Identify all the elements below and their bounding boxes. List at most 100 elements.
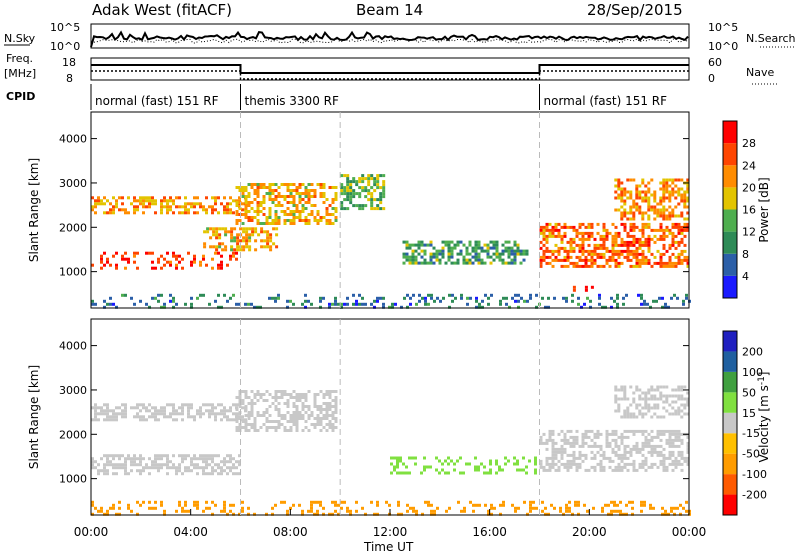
data-cell [662, 462, 666, 466]
data-cell [193, 254, 196, 258]
data-cell [575, 465, 579, 469]
data-cell [685, 500, 688, 504]
data-cell [423, 249, 427, 253]
data-cell [572, 249, 576, 253]
data-cell [346, 183, 350, 187]
data-cell [614, 234, 618, 238]
data-cell [551, 264, 555, 268]
data-cell [187, 403, 190, 407]
data-cell [181, 406, 184, 410]
data-cell [203, 242, 207, 246]
data-cell [253, 402, 257, 405]
data-cell [265, 426, 269, 429]
data-cell [529, 506, 532, 510]
data-cell [578, 258, 582, 262]
data-cell [274, 183, 278, 186]
data-cell [635, 202, 639, 206]
data-cell [196, 211, 199, 215]
data-cell [617, 462, 621, 466]
data-cell [256, 201, 260, 204]
data-cell [211, 457, 214, 461]
data-cell [166, 403, 169, 407]
data-cell [298, 417, 302, 420]
data-cell [106, 509, 109, 513]
beam-title: Beam 14 [356, 1, 423, 19]
data-cell [626, 406, 630, 410]
data-cell [100, 199, 103, 203]
data-cell [647, 438, 651, 442]
data-cell [438, 252, 442, 256]
data-cell [370, 177, 374, 181]
data-cell [674, 240, 678, 244]
colorbar-swatch [723, 494, 737, 515]
data-cell [242, 230, 246, 234]
data-cell [668, 394, 672, 398]
data-cell [644, 397, 648, 401]
data-cell [352, 195, 356, 199]
data-cell [599, 252, 603, 256]
data-cell [166, 211, 169, 215]
data-cell [420, 261, 424, 265]
data-cell [545, 438, 549, 442]
data-cell [229, 469, 232, 473]
data-cell [325, 207, 329, 210]
data-cell [620, 190, 624, 194]
data-cell [100, 457, 103, 461]
data-cell [403, 296, 406, 300]
data-cell [313, 399, 317, 402]
data-cell [325, 405, 329, 408]
data-cell [175, 409, 178, 413]
data-cell [148, 199, 151, 203]
data-cell [674, 409, 678, 413]
data-cell [638, 450, 642, 454]
data-cell [151, 260, 154, 264]
data-cell [650, 450, 654, 454]
data-cell [638, 447, 642, 451]
data-cell [453, 243, 457, 247]
data-cell [266, 239, 270, 243]
nsearch-tick-bottom: 10^0 [708, 40, 738, 53]
data-cell [250, 201, 254, 204]
data-cell [610, 500, 613, 504]
data-cell [331, 500, 334, 504]
data-cell [623, 444, 627, 448]
data-cell [673, 293, 676, 297]
data-cell [319, 216, 323, 219]
data-cell [641, 444, 645, 448]
data-cell [196, 296, 199, 300]
data-cell [641, 453, 645, 457]
data-cell [623, 397, 627, 401]
data-cell [160, 199, 163, 203]
y-tick-label: 1000 [59, 266, 87, 279]
data-cell [683, 385, 687, 389]
data-cell [626, 246, 630, 250]
data-cell [298, 414, 302, 417]
data-cell [441, 462, 444, 466]
data-cell [513, 249, 517, 253]
data-cell [286, 305, 289, 309]
data-cell [229, 466, 232, 470]
data-cell [665, 441, 669, 445]
data-cell [313, 423, 317, 426]
data-cell [169, 466, 172, 470]
data-cell [115, 418, 118, 422]
data-cell [145, 205, 148, 209]
data-cell [635, 237, 639, 241]
data-cell [193, 418, 196, 422]
data-cell [653, 394, 657, 398]
data-cell [103, 469, 106, 473]
data-cell [226, 460, 229, 464]
data-cell [601, 509, 604, 513]
data-cell [539, 240, 543, 244]
data-cell [304, 216, 308, 219]
data-cell [605, 432, 609, 436]
data-cell [641, 391, 645, 395]
data-cell [424, 299, 427, 303]
data-cell [408, 456, 411, 460]
data-cell [208, 302, 211, 306]
data-cell [406, 293, 409, 297]
data-cell [266, 245, 270, 249]
data-cell [616, 296, 619, 300]
data-cell [644, 400, 648, 404]
data-cell [435, 456, 438, 460]
